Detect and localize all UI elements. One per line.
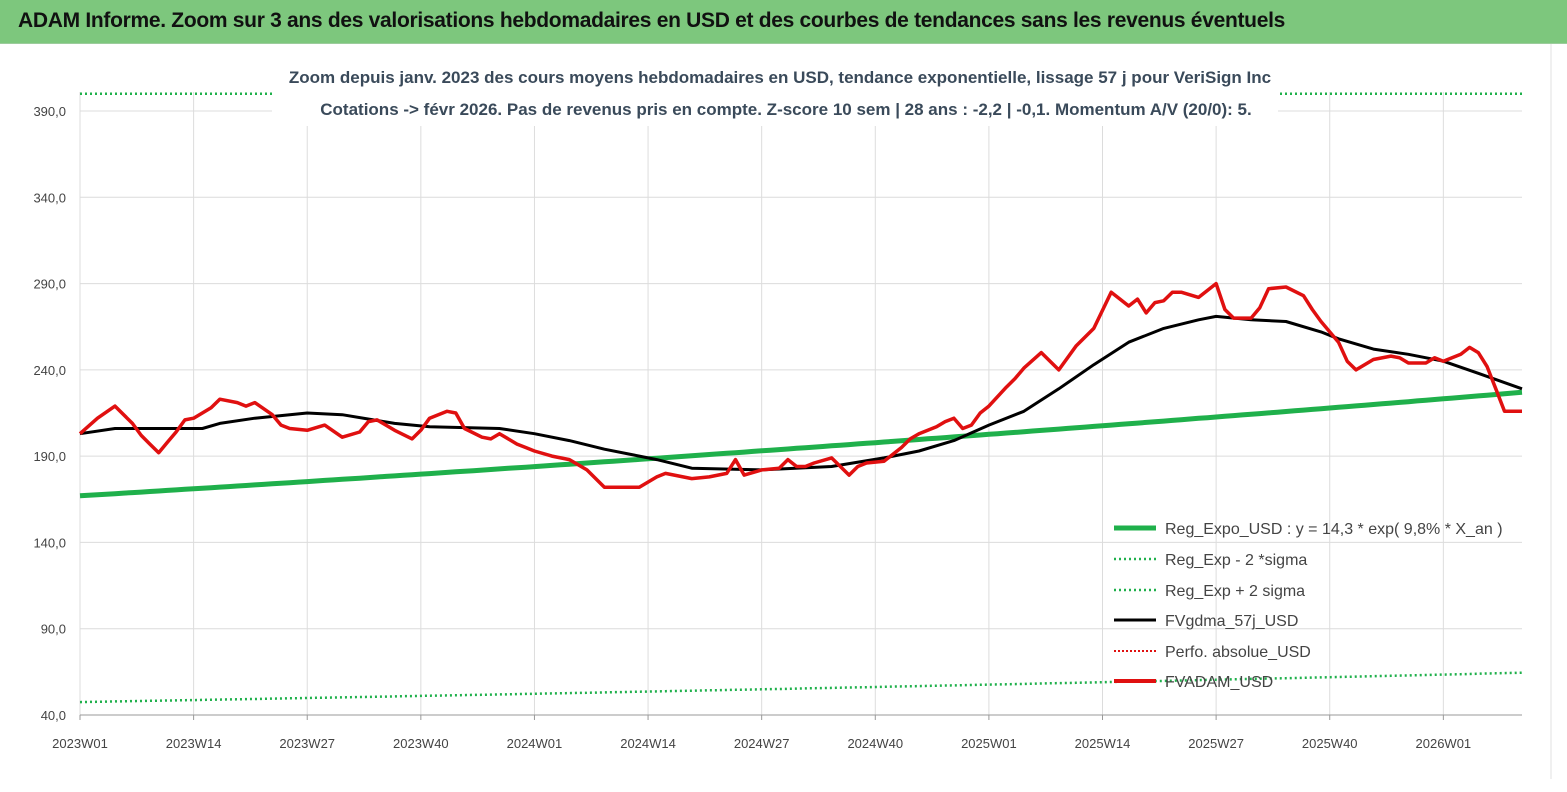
series-fvgdma [79, 314, 1523, 472]
y-tick-label: 40,0 [41, 708, 66, 723]
x-tick-label: 2026W01 [1416, 736, 1472, 751]
x-tick-label: 2025W27 [1188, 736, 1244, 751]
series-reg-minus-2sigma [79, 671, 1523, 704]
y-tick-label: 190,0 [33, 449, 66, 464]
x-tick-label: 2023W14 [166, 736, 222, 751]
y-tick-label: 290,0 [33, 277, 66, 292]
x-tick-label: 2023W40 [393, 736, 449, 751]
x-tick-label: 2023W27 [279, 736, 335, 751]
legend-label-fvadam: FVADAM_USD [1165, 674, 1273, 691]
x-tick-label: 2025W01 [961, 736, 1017, 751]
legend-label-reg-expo: Reg_Expo_USD : y = 14,3 * exp( 9,8% * X_… [1165, 521, 1503, 538]
legend: Reg_Expo_USD : y = 14,3 * exp( 9,8% * X_… [1114, 521, 1503, 691]
chart-subtitle-line1: Zoom depuis janv. 2023 des cours moyens … [289, 68, 1271, 87]
series-reg-expo [79, 389, 1523, 499]
y-tick-label: 240,0 [33, 363, 66, 378]
x-tick-label: 2024W40 [847, 736, 903, 751]
x-tick-label: 2023W01 [52, 736, 108, 751]
x-axis: 2023W01 2023W14 2023W27 2023W40 2024W01 2024W… [52, 714, 1522, 751]
x-tick-label: 2025W40 [1302, 736, 1358, 751]
x-tick-label: 2024W01 [507, 736, 563, 751]
series-fvadam [78, 281, 1522, 489]
y-tick-label: 340,0 [33, 190, 66, 205]
x-tick-label: 2025W14 [1075, 736, 1131, 751]
legend-label-perfo: Perfo. absolue_USD [1165, 644, 1311, 661]
x-tick-label: 2024W14 [620, 736, 676, 751]
y-tick-label: 390,0 [33, 104, 66, 119]
y-tick-label: 140,0 [33, 535, 66, 550]
legend-label-fvgdma: FVgdma_57j_USD [1165, 613, 1298, 630]
y-tick-label: 90,0 [41, 622, 66, 637]
legend-label-reg-minus: Reg_Exp - 2 *sigma [1165, 552, 1307, 569]
chart-container: 2023W01 2023W14 2023W27 2023W40 2024W01 2024W… [0, 44, 1567, 792]
series-layer [78, 92, 1523, 704]
y-axis: 40,0 90,0 140,0 190,0 240,0 290,0 340,0 390,0 [33, 104, 66, 723]
chart-svg: 2023W01 2023W14 2023W27 2023W40 2024W01 2024W… [33, 44, 1552, 779]
chart-subtitle-line2: Cotations -> févr 2026. Pas de revenus p… [320, 100, 1251, 119]
x-tick-label: 2024W27 [734, 736, 790, 751]
page-title: ADAM Informe. Zoom sur 3 ans des valoris… [18, 9, 1285, 32]
legend-label-reg-plus: Reg_Exp + 2 sigma [1165, 583, 1305, 600]
gridlines [79, 92, 1522, 716]
header-bar: ADAM Informe. Zoom sur 3 ans des valoris… [0, 0, 1567, 44]
subtitle-background [272, 64, 1278, 126]
